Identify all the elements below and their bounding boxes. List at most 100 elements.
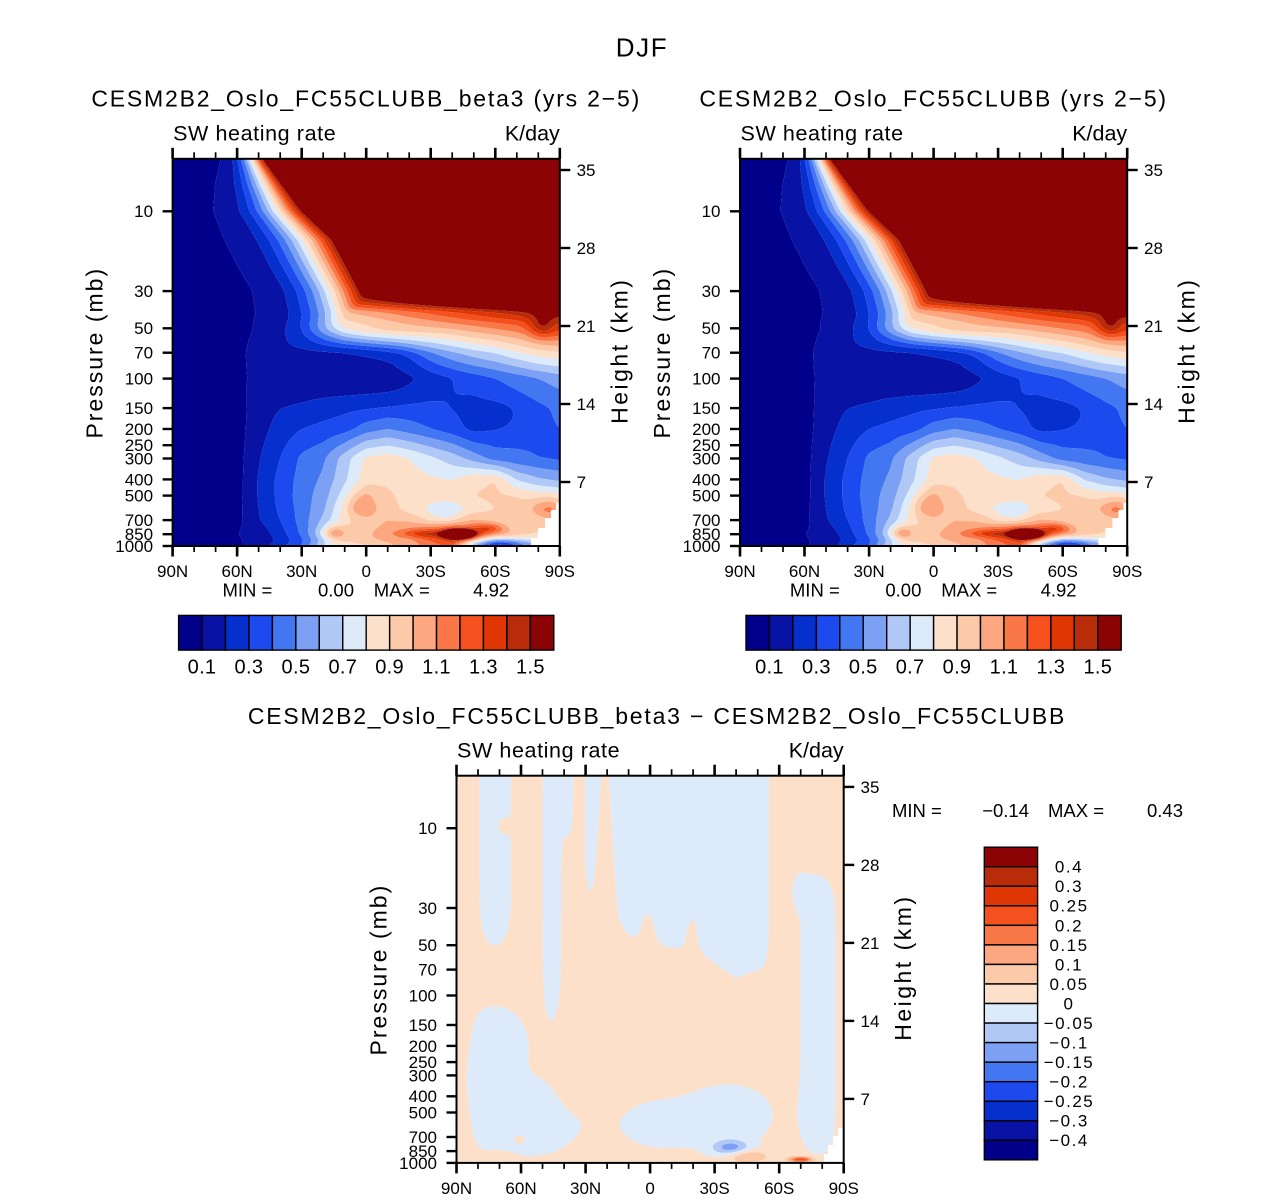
svg-text:28: 28 bbox=[861, 856, 880, 875]
svg-text:60S: 60S bbox=[1048, 562, 1078, 581]
svg-text:7: 7 bbox=[577, 473, 586, 492]
svg-text:1.1: 1.1 bbox=[990, 656, 1019, 678]
svg-text:21: 21 bbox=[577, 317, 596, 336]
svg-text:60S: 60S bbox=[764, 1179, 794, 1198]
svg-text:1000: 1000 bbox=[683, 537, 721, 556]
svg-text:250: 250 bbox=[409, 1053, 437, 1072]
svg-text:1.3: 1.3 bbox=[1036, 656, 1065, 678]
svg-text:1.1: 1.1 bbox=[422, 656, 451, 678]
svg-text:0.25: 0.25 bbox=[1049, 897, 1088, 916]
svg-text:30S: 30S bbox=[983, 562, 1013, 581]
svg-text:150: 150 bbox=[125, 399, 153, 418]
svg-text:100: 100 bbox=[125, 370, 153, 389]
svg-text:0.5: 0.5 bbox=[849, 656, 878, 678]
svg-text:90N: 90N bbox=[441, 1179, 472, 1198]
svg-text:0.15: 0.15 bbox=[1049, 936, 1088, 955]
svg-text:700: 700 bbox=[409, 1128, 437, 1147]
svg-text:0.5: 0.5 bbox=[282, 656, 311, 678]
svg-text:0.05: 0.05 bbox=[1049, 975, 1088, 994]
svg-text:30N: 30N bbox=[286, 562, 317, 581]
svg-text:1.3: 1.3 bbox=[469, 656, 498, 678]
svg-text:1.5: 1.5 bbox=[1083, 656, 1112, 678]
svg-text:50: 50 bbox=[134, 319, 153, 338]
svg-text:30: 30 bbox=[418, 899, 437, 918]
svg-text:0.1: 0.1 bbox=[188, 656, 217, 678]
svg-text:500: 500 bbox=[125, 487, 153, 506]
svg-text:60N: 60N bbox=[789, 562, 820, 581]
svg-text:10: 10 bbox=[134, 202, 153, 221]
svg-text:0.43: 0.43 bbox=[1147, 800, 1183, 821]
svg-text:4.92: 4.92 bbox=[1041, 579, 1077, 600]
svg-text:70: 70 bbox=[418, 961, 437, 980]
svg-text:21: 21 bbox=[1144, 317, 1163, 336]
svg-text:10: 10 bbox=[418, 819, 437, 838]
svg-text:−0.25: −0.25 bbox=[1044, 1092, 1095, 1111]
svg-text:0.9: 0.9 bbox=[375, 656, 404, 678]
svg-text:0.7: 0.7 bbox=[328, 656, 357, 678]
svg-text:Height (km): Height (km) bbox=[1174, 278, 1200, 424]
svg-text:35: 35 bbox=[1144, 161, 1163, 180]
svg-text:K/day: K/day bbox=[789, 738, 844, 762]
svg-text:90N: 90N bbox=[724, 562, 755, 581]
svg-text:DJF: DJF bbox=[616, 33, 668, 63]
svg-text:0: 0 bbox=[1064, 994, 1075, 1013]
svg-text:35: 35 bbox=[577, 161, 596, 180]
svg-text:700: 700 bbox=[692, 511, 720, 530]
svg-text:21: 21 bbox=[861, 934, 880, 953]
svg-text:−0.15: −0.15 bbox=[1044, 1053, 1095, 1072]
svg-text:1000: 1000 bbox=[399, 1154, 437, 1173]
svg-text:K/day: K/day bbox=[1072, 122, 1127, 146]
svg-text:35: 35 bbox=[861, 778, 880, 797]
svg-text:400: 400 bbox=[409, 1087, 437, 1106]
svg-text:SW heating rate: SW heating rate bbox=[173, 122, 336, 146]
svg-text:850: 850 bbox=[692, 525, 720, 544]
svg-text:850: 850 bbox=[125, 525, 153, 544]
svg-text:200: 200 bbox=[409, 1037, 437, 1056]
svg-text:300: 300 bbox=[125, 449, 153, 468]
svg-text:150: 150 bbox=[409, 1016, 437, 1035]
svg-text:−0.14: −0.14 bbox=[982, 800, 1029, 821]
svg-text:0.00: 0.00 bbox=[318, 579, 354, 600]
svg-text:90N: 90N bbox=[157, 562, 188, 581]
svg-text:14: 14 bbox=[861, 1012, 880, 1031]
svg-text:0.3: 0.3 bbox=[802, 656, 831, 678]
svg-text:10: 10 bbox=[702, 202, 721, 221]
svg-text:CESM2B2_Oslo_FC55CLUBB (yrs 2−: CESM2B2_Oslo_FC55CLUBB (yrs 2−5) bbox=[699, 86, 1168, 112]
svg-text:0: 0 bbox=[929, 562, 938, 581]
svg-text:0.7: 0.7 bbox=[896, 656, 925, 678]
svg-text:30S: 30S bbox=[416, 562, 446, 581]
svg-text:100: 100 bbox=[692, 370, 720, 389]
svg-text:70: 70 bbox=[702, 344, 721, 363]
svg-text:200: 200 bbox=[125, 420, 153, 439]
svg-text:0.1: 0.1 bbox=[755, 656, 784, 678]
svg-text:200: 200 bbox=[692, 420, 720, 439]
svg-text:850: 850 bbox=[409, 1142, 437, 1161]
svg-text:MAX =: MAX = bbox=[1048, 800, 1104, 821]
svg-text:0: 0 bbox=[645, 1179, 654, 1198]
svg-text:90S: 90S bbox=[1112, 562, 1142, 581]
svg-text:0.3: 0.3 bbox=[235, 656, 264, 678]
svg-text:Pressure (mb): Pressure (mb) bbox=[649, 267, 675, 439]
svg-text:70: 70 bbox=[134, 344, 153, 363]
svg-text:MIN =: MIN = bbox=[223, 579, 273, 600]
svg-text:300: 300 bbox=[692, 449, 720, 468]
svg-text:30S: 30S bbox=[699, 1179, 729, 1198]
svg-text:100: 100 bbox=[409, 986, 437, 1005]
svg-text:CESM2B2_Oslo_FC55CLUBB_beta3 −: CESM2B2_Oslo_FC55CLUBB_beta3 − CESM2B2_O… bbox=[248, 703, 1066, 729]
svg-text:MIN =: MIN = bbox=[892, 800, 942, 821]
svg-text:1000: 1000 bbox=[115, 537, 153, 556]
svg-text:300: 300 bbox=[409, 1066, 437, 1085]
svg-text:1.5: 1.5 bbox=[516, 656, 545, 678]
svg-text:50: 50 bbox=[702, 319, 721, 338]
svg-text:Pressure (mb): Pressure (mb) bbox=[365, 884, 391, 1056]
svg-text:28: 28 bbox=[1144, 239, 1163, 258]
svg-text:SW heating rate: SW heating rate bbox=[741, 122, 904, 146]
svg-text:150: 150 bbox=[692, 399, 720, 418]
svg-text:−0.05: −0.05 bbox=[1044, 1014, 1095, 1033]
svg-text:14: 14 bbox=[577, 395, 596, 414]
svg-text:28: 28 bbox=[577, 239, 596, 258]
svg-text:60S: 60S bbox=[480, 562, 510, 581]
svg-text:50: 50 bbox=[418, 936, 437, 955]
svg-text:60N: 60N bbox=[505, 1179, 536, 1198]
svg-text:500: 500 bbox=[409, 1103, 437, 1122]
